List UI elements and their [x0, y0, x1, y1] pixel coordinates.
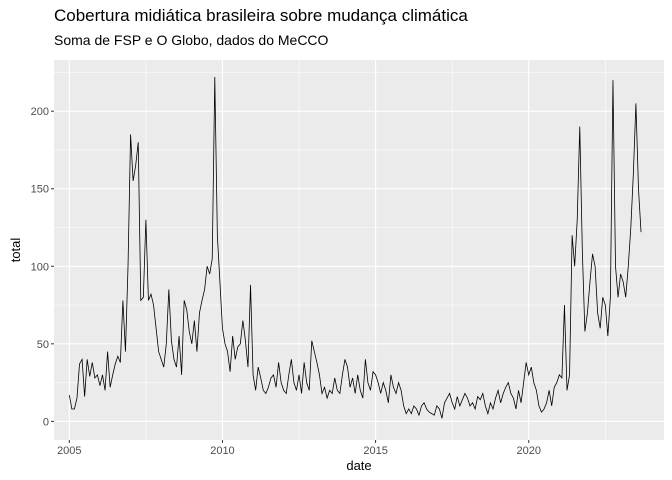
y-tick-label: 50	[37, 339, 49, 351]
y-axis: 0 50 100 150 200	[31, 106, 54, 428]
y-tick-label: 100	[31, 261, 49, 273]
y-tick-label: 0	[43, 416, 49, 428]
chart-title: Cobertura midiática brasileira sobre mud…	[54, 6, 468, 25]
y-tick-label: 200	[31, 106, 49, 118]
x-tick-label: 2015	[363, 445, 387, 457]
chart-subtitle: Soma de FSP e O Globo, dados do MeCCO	[54, 32, 329, 48]
y-axis-title: total	[8, 238, 23, 263]
x-axis-title: date	[346, 458, 371, 473]
x-tick-label: 2010	[210, 445, 234, 457]
y-tick-label: 150	[31, 184, 49, 196]
x-axis: 2005 2010 2015 2020	[57, 440, 541, 457]
x-tick-label: 2020	[516, 445, 540, 457]
x-tick-label: 2005	[57, 445, 81, 457]
minor-gridlines	[54, 60, 664, 440]
series-line	[68, 77, 642, 419]
major-gridlines	[54, 60, 664, 440]
